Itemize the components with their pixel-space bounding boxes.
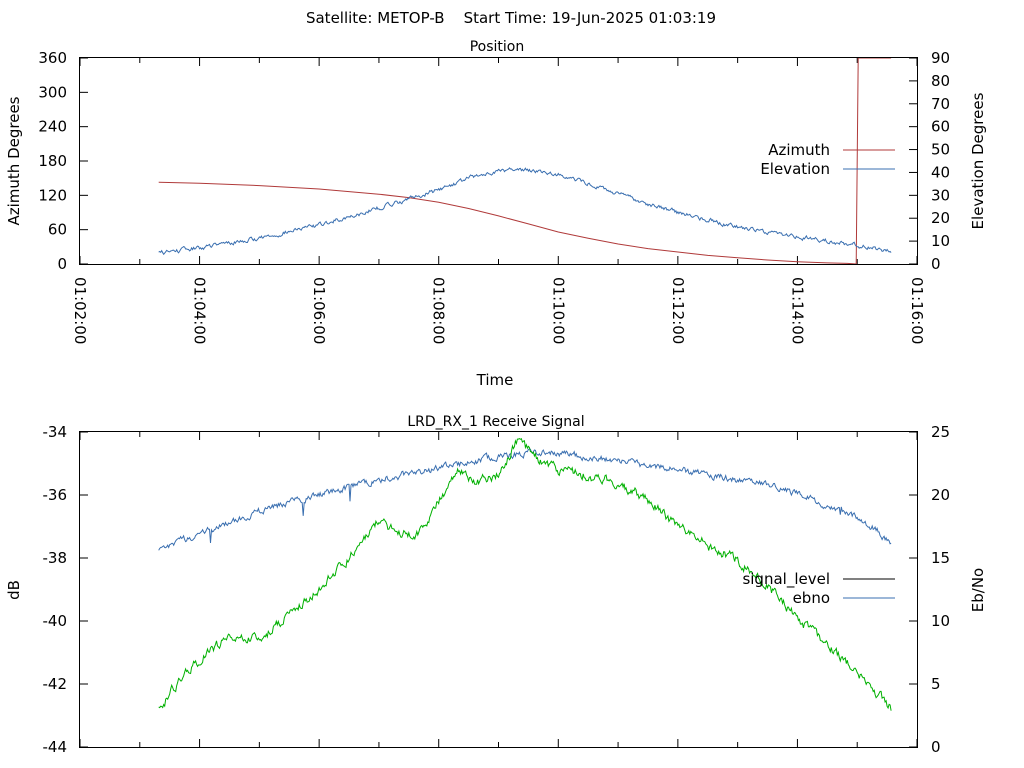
y2-tick-label: 5 <box>931 675 941 693</box>
y2-tick-label: 15 <box>931 549 950 567</box>
signal-axes: -44 -42 -40 -38 -36 -34 0 5 10 15 20 25 <box>43 423 951 756</box>
y-tick-label: 0 <box>57 255 67 273</box>
y-tick-label: -38 <box>43 549 68 567</box>
y2-tick-label: 40 <box>931 163 950 181</box>
position-axes: 0 60 120 180 240 300 360 0 10 20 30 40 50 60 70 80 90 01:… <box>38 49 950 344</box>
y-tick-label: -34 <box>43 423 68 441</box>
y2-tick-label: 60 <box>931 118 950 136</box>
y2-tick-label: 10 <box>931 232 950 250</box>
series-line-unlabeled <box>158 437 892 711</box>
page-title: Satellite: METOP-B Start Time: 19-Jun-20… <box>306 9 716 27</box>
series-line-ebno <box>158 448 892 551</box>
y-tick-label: -44 <box>43 738 68 756</box>
y2-tick-label: 25 <box>931 423 950 441</box>
y2-tick-label: 20 <box>931 209 950 227</box>
y-tick-label: 240 <box>38 118 67 136</box>
y2-tick-label: 10 <box>931 612 950 630</box>
y-tick-label: 360 <box>38 49 67 67</box>
y2-tick-label: 0 <box>931 738 941 756</box>
x-tick-label: 01:08:00 <box>430 277 448 344</box>
position-y2-axis-label: Elevation Degrees <box>969 92 987 229</box>
y-tick-label: 300 <box>38 83 67 101</box>
x-tick-label: 01:02:00 <box>71 277 89 344</box>
signal-y2-axis-label: Eb/No <box>969 568 987 612</box>
position-plot-frame <box>79 57 918 265</box>
y2-tick-label: 90 <box>931 49 950 67</box>
y-tick-label: -40 <box>43 612 68 630</box>
y-tick-label: 180 <box>38 152 67 170</box>
x-tick-label: 01:14:00 <box>788 277 806 344</box>
y-tick-label: -36 <box>43 486 68 504</box>
y2-tick-label: 80 <box>931 72 950 90</box>
legend-label: Elevation <box>760 160 830 178</box>
y2-tick-label: 0 <box>931 255 941 273</box>
y2-tick-label: 70 <box>931 95 950 113</box>
y-tick-label: 120 <box>38 186 67 204</box>
legend-label: ebno <box>793 589 830 607</box>
position-y-axis-label: Azimuth Degrees <box>5 96 23 225</box>
signal-series <box>158 437 892 711</box>
position-x-axis-label: Time <box>476 371 514 389</box>
signal-plot-frame <box>79 431 918 748</box>
y2-tick-label: 50 <box>931 141 950 159</box>
position-chart: Position 0 60 120 180 240 300 360 0 10 20 30 40 50 60… <box>5 39 987 389</box>
x-tick-label: 01:04:00 <box>191 277 209 344</box>
x-tick-label: 01:12:00 <box>669 277 687 344</box>
series-line-azimuth <box>158 57 892 265</box>
x-tick-label: 01:06:00 <box>310 277 328 344</box>
signal-y-axis-label: dB <box>5 580 23 600</box>
x-tick-label: 01:16:00 <box>908 277 926 344</box>
y-tick-label: 60 <box>48 221 67 239</box>
position-chart-title: Position <box>470 39 525 55</box>
x-tick-label: 01:10:00 <box>549 277 567 344</box>
y2-tick-label: 20 <box>931 486 950 504</box>
signal-chart-title: LRD_RX_1 Receive Signal <box>407 414 584 430</box>
signal-chart: LRD_RX_1 Receive Signal -44-42-40-38-36-… <box>5 414 987 756</box>
series-line-elevation <box>158 167 892 256</box>
legend-label: Azimuth <box>768 141 830 159</box>
position-series <box>158 57 892 265</box>
y2-tick-label: 30 <box>931 186 950 204</box>
y-tick-label: -42 <box>43 675 68 693</box>
legend-label: signal_level <box>742 570 830 589</box>
